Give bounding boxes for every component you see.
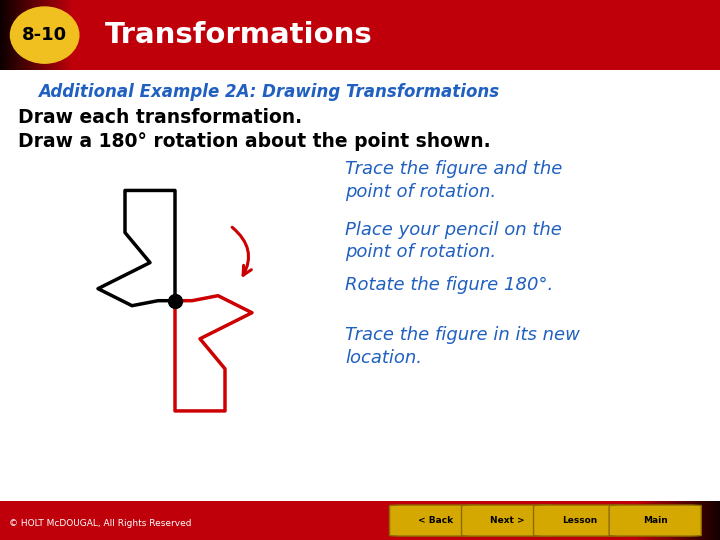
Text: Trace the figure in its new
location.: Trace the figure in its new location. <box>345 326 580 367</box>
Text: Rotate the figure 180°.: Rotate the figure 180°. <box>345 275 553 294</box>
FancyArrowPatch shape <box>232 227 251 275</box>
Text: Draw each transformation.: Draw each transformation. <box>18 108 302 127</box>
Text: 8-10: 8-10 <box>22 26 67 44</box>
Text: Next >: Next > <box>490 516 525 525</box>
Text: Place your pencil on the
point of rotation.: Place your pencil on the point of rotati… <box>345 220 562 261</box>
Text: < Back: < Back <box>418 516 453 525</box>
Text: Trace the figure and the
point of rotation.: Trace the figure and the point of rotati… <box>345 160 562 201</box>
Text: Main: Main <box>643 516 667 525</box>
FancyBboxPatch shape <box>609 505 701 536</box>
Text: Transformations: Transformations <box>104 21 372 49</box>
Text: Additional Example 2A: Drawing Transformations: Additional Example 2A: Drawing Transform… <box>38 83 499 101</box>
Text: Lesson: Lesson <box>562 516 597 525</box>
FancyBboxPatch shape <box>390 505 482 536</box>
Text: © HOLT McDOUGAL, All Rights Reserved: © HOLT McDOUGAL, All Rights Reserved <box>9 519 191 528</box>
FancyBboxPatch shape <box>534 505 626 536</box>
FancyBboxPatch shape <box>462 505 554 536</box>
Text: Draw a 180° rotation about the point shown.: Draw a 180° rotation about the point sho… <box>18 132 490 151</box>
Ellipse shape <box>10 7 79 63</box>
